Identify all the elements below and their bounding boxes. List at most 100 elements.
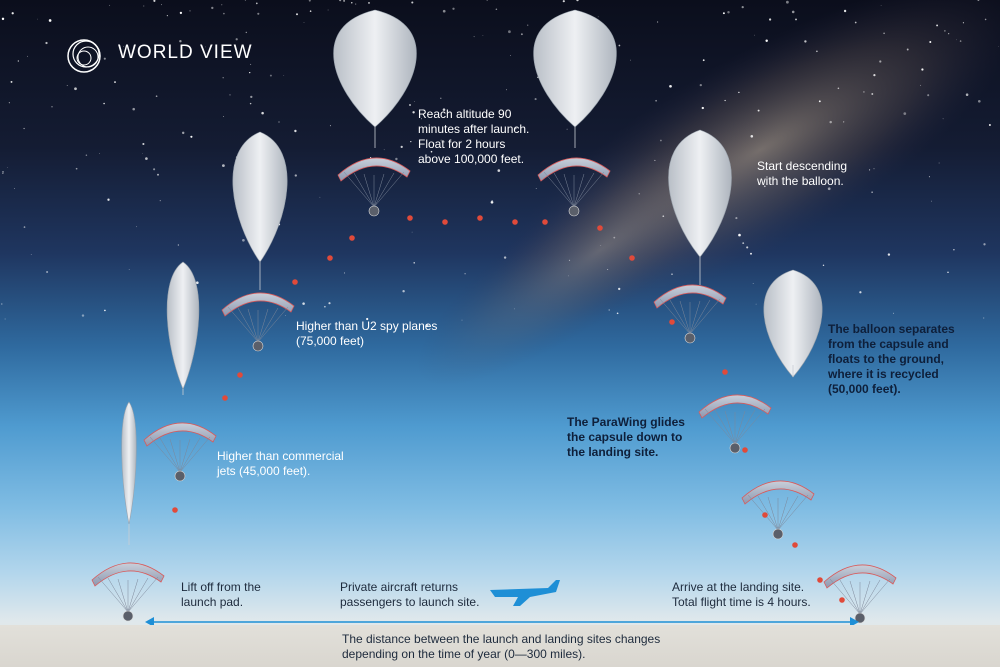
star — [837, 87, 840, 90]
trajectory-dot — [669, 319, 675, 325]
star — [843, 121, 845, 123]
star — [249, 71, 251, 74]
float-label: Reach altitude 90 minutes after launch. … — [418, 107, 530, 166]
trajectory-dot — [839, 597, 845, 603]
star — [123, 45, 125, 47]
star — [242, 238, 245, 242]
star — [741, 5, 744, 9]
star — [23, 127, 25, 130]
star — [245, 31, 248, 34]
trajectory-dot — [542, 219, 548, 225]
star — [402, 289, 405, 293]
star — [984, 18, 987, 21]
star — [136, 226, 138, 228]
star — [255, 2, 258, 5]
trajectory-dot — [172, 507, 178, 513]
star — [1, 17, 5, 21]
star — [440, 139, 442, 141]
star — [988, 124, 991, 126]
suspension-line — [679, 300, 691, 335]
star — [938, 162, 940, 164]
star — [750, 135, 754, 138]
star — [491, 199, 493, 202]
star — [461, 319, 463, 321]
star — [2, 171, 4, 173]
star — [161, 4, 162, 6]
star — [303, 22, 305, 23]
suspension-line — [227, 306, 259, 343]
capsule-icon — [729, 442, 741, 454]
star — [727, 10, 730, 14]
star — [411, 1, 414, 4]
star — [931, 200, 933, 202]
suspension-line — [689, 298, 721, 335]
capsule-icon — [772, 528, 784, 540]
star — [765, 39, 768, 42]
suspension-line — [849, 580, 861, 615]
capsule-icon — [568, 205, 580, 217]
suspension-line — [859, 579, 881, 615]
suspension-line — [704, 408, 736, 445]
trajectory-dot — [292, 279, 298, 285]
suspension-line — [573, 172, 595, 208]
star — [464, 273, 466, 275]
star — [871, 191, 873, 193]
suspension-line — [724, 410, 736, 445]
star — [962, 22, 964, 24]
star — [30, 253, 32, 255]
parawing-icon — [537, 157, 611, 182]
star — [630, 59, 631, 61]
star — [17, 60, 19, 62]
ground — [0, 625, 1000, 667]
star — [308, 0, 311, 2]
star — [752, 282, 754, 284]
star — [383, 149, 385, 151]
star — [157, 173, 159, 176]
star — [143, 5, 145, 7]
suspension-line — [353, 172, 375, 208]
star — [249, 102, 252, 105]
star — [302, 302, 305, 305]
star — [179, 39, 182, 43]
parawing-icon — [143, 422, 217, 447]
star — [829, 120, 832, 124]
suspension-line — [563, 173, 575, 208]
star — [520, 33, 523, 36]
suspension-line — [859, 578, 891, 615]
star — [514, 308, 515, 310]
star — [879, 60, 882, 63]
star — [535, 187, 537, 189]
star — [843, 9, 847, 13]
star — [657, 21, 659, 23]
suspension-line — [117, 578, 129, 613]
star — [159, 200, 161, 202]
suspension-line — [179, 436, 211, 473]
landing-label: Arrive at the landing site. Total flight… — [672, 580, 811, 609]
star — [510, 55, 511, 56]
star — [613, 236, 616, 239]
star — [871, 93, 874, 95]
star — [223, 12, 225, 15]
suspension-line — [373, 172, 395, 208]
star — [235, 38, 238, 41]
separate-label: The balloon separates from the capsule a… — [828, 322, 955, 396]
star — [965, 93, 969, 96]
star — [482, 35, 484, 36]
suspension-line — [179, 437, 201, 473]
distance-note: The distance between the launch and land… — [342, 632, 661, 661]
star — [869, 169, 871, 171]
star — [48, 19, 52, 22]
star — [490, 200, 494, 204]
star — [607, 268, 609, 270]
star — [452, 7, 455, 10]
star — [142, 142, 145, 146]
suspension-line — [573, 171, 605, 208]
star — [597, 16, 599, 18]
trajectory-dot — [742, 447, 748, 453]
star — [23, 226, 26, 228]
star — [46, 270, 49, 274]
star — [107, 198, 110, 201]
star — [983, 317, 985, 319]
aircraft-label: Private aircraft returns passengers to l… — [340, 580, 480, 609]
